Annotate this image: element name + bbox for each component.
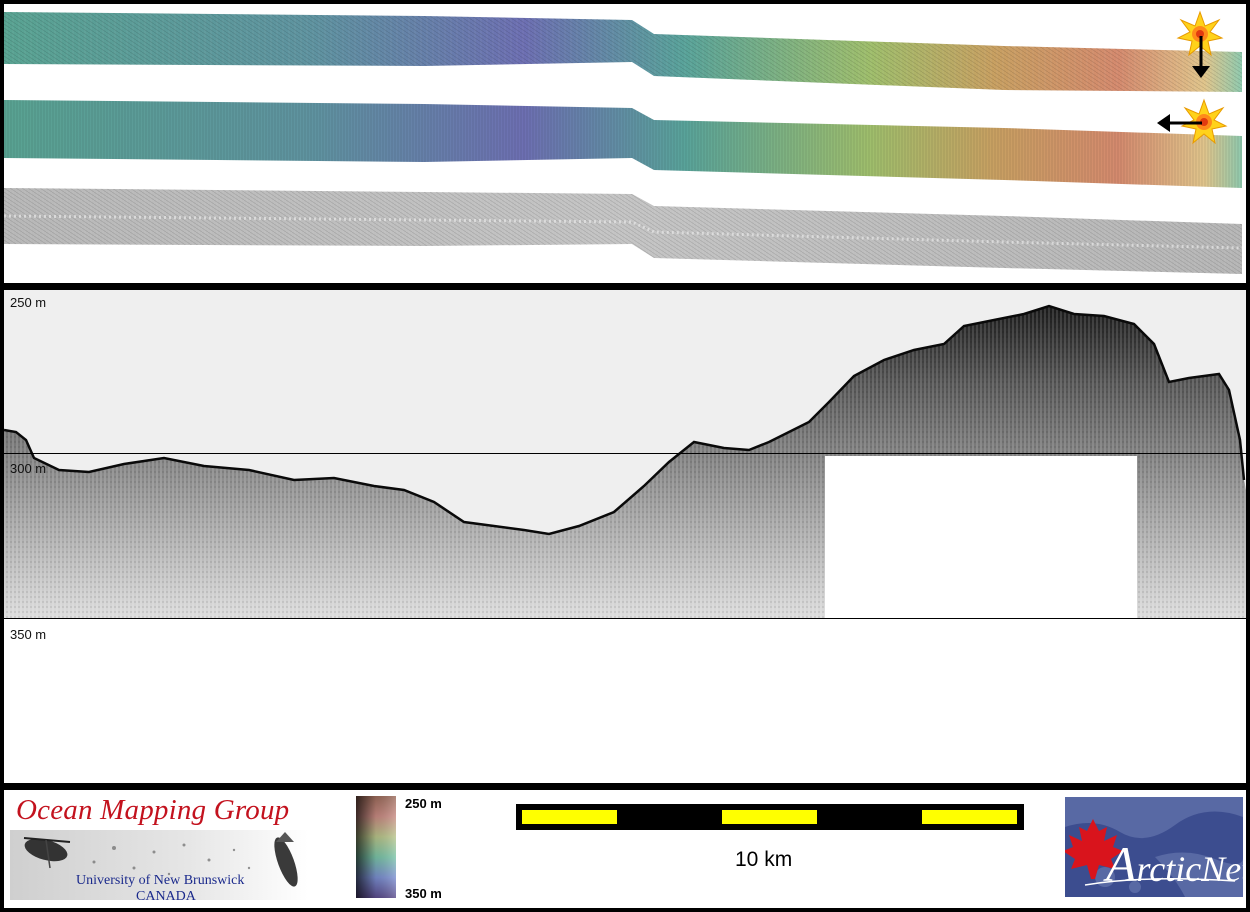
data-gap	[825, 456, 1137, 618]
arcticnet-wordmark: ArcticNet	[1106, 835, 1246, 893]
scale-segment-3	[922, 810, 1017, 824]
omg-subtitle-university: University of New Brunswick	[76, 873, 245, 888]
depth-colorbar	[356, 796, 396, 898]
maple-leaf-icon	[1065, 819, 1123, 879]
scale-segment-1	[522, 810, 617, 824]
seabed-profile	[4, 290, 1246, 783]
omg-title: Ocean Mapping Group	[16, 794, 290, 826]
footer-panel: Ocean Mapping Group University of New Br…	[4, 790, 1246, 908]
omg-subtitle-country: CANADA	[136, 889, 196, 904]
depth-label-350: 350 m	[10, 627, 47, 642]
scale-bar-label: 10 km	[735, 848, 793, 871]
profile-panel: 250 m 300 m 350 m	[4, 290, 1246, 783]
depth-label-300: 300 m	[10, 461, 47, 476]
colorbar-bottom-label: 350 m	[405, 886, 442, 901]
scale-segment-2	[722, 810, 817, 824]
depth-label-250: 250 m	[10, 295, 47, 310]
colorbar-top-label: 250 m	[405, 796, 442, 811]
arcticnet-initial: A	[1106, 836, 1137, 892]
scale-bar	[516, 804, 1024, 830]
arcticnet-logo	[1065, 797, 1243, 897]
tow-fish-icon	[274, 832, 298, 887]
arcticnet-rest: rcticNet	[1136, 849, 1246, 889]
swath-strips	[4, 10, 1243, 274]
swath-panel	[4, 4, 1246, 283]
arrow-down-icon	[1192, 36, 1210, 78]
arrow-left-icon	[1157, 114, 1202, 132]
omg-logo-art	[10, 830, 308, 900]
sonar-vehicle-icon	[23, 837, 71, 869]
